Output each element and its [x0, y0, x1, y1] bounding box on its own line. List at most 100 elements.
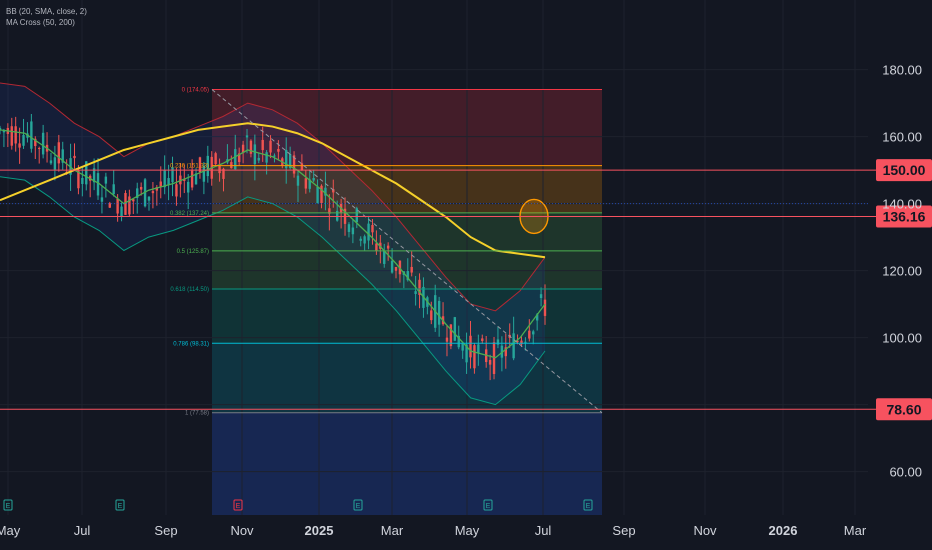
- candle-body: [300, 163, 304, 171]
- price-series: [0, 82, 547, 406]
- candle-body: [496, 339, 500, 345]
- time-axis: E E E E E E May Jul Sep Nov 2025 Mar May Jul Sep Nov 202…: [0, 499, 867, 538]
- candle-body: [175, 184, 178, 197]
- time-tick-label: Nov: [693, 523, 717, 538]
- price-tag: [876, 205, 932, 228]
- fib-level-label: 0 (174.05): [182, 88, 209, 94]
- candle-body: [418, 279, 421, 295]
- candle-body: [218, 165, 221, 174]
- candle-body: [116, 198, 119, 214]
- earnings-marker: [583, 499, 593, 511]
- candle-body: [112, 184, 115, 195]
- candle-body: [194, 173, 198, 185]
- candle-body: [535, 314, 539, 321]
- bollinger-upper: [0, 82, 546, 312]
- candle-body: [481, 338, 484, 341]
- candle-body: [38, 147, 41, 149]
- fib-trendline: [211, 89, 603, 414]
- candle-body: [375, 243, 378, 251]
- time-tick-label: Jul: [74, 523, 91, 538]
- candle-body: [108, 203, 111, 208]
- earnings-marker: [115, 499, 125, 511]
- candle-body: [81, 178, 84, 184]
- fib-level-label: 1 (77.58): [185, 411, 209, 417]
- fib-zone: [212, 250, 602, 290]
- indicator-legend-bb[interactable]: BB (20, SMA, close, 2): [6, 7, 87, 16]
- candle-body: [520, 340, 523, 345]
- price-tag-label: 150.00: [883, 162, 926, 178]
- candle-body: [30, 121, 33, 149]
- candle-body: [202, 165, 206, 182]
- time-tick-label: Mar: [381, 523, 404, 538]
- candle-body: [383, 250, 386, 264]
- candle-body: [477, 344, 480, 353]
- fib-level-label: 0.618 (114.50): [170, 287, 209, 293]
- ma200-line: [0, 122, 546, 259]
- candle-body: [245, 135, 249, 138]
- candle-body: [241, 144, 245, 153]
- candle-body: [543, 299, 547, 316]
- candle-body: [49, 160, 53, 164]
- time-tick-label: 2025: [305, 523, 334, 538]
- candle-body: [367, 223, 370, 241]
- time-tick-label: 2026: [769, 523, 798, 538]
- candle-body: [430, 310, 433, 321]
- candle-body: [85, 161, 88, 185]
- candle-body: [351, 227, 355, 235]
- indicator-legend-ma-cross[interactable]: MA Cross (50, 200): [6, 18, 75, 27]
- candle-body: [285, 149, 288, 169]
- candle-body: [312, 178, 315, 181]
- candle-body: [249, 140, 253, 154]
- candle-body: [390, 260, 394, 273]
- candle-body: [2, 130, 6, 133]
- candle-body: [128, 196, 131, 215]
- candle-body: [253, 144, 257, 165]
- candle-body: [257, 157, 260, 161]
- fib-level-label: 0.786 (98.31): [173, 341, 209, 347]
- price-axis: 60.00 100.00 120.00 140.00 160.00 180.00: [882, 63, 922, 480]
- candle-body: [359, 238, 362, 241]
- candle-body: [183, 179, 186, 181]
- candle-body: [92, 168, 96, 183]
- candle-body: [335, 210, 339, 221]
- candle-body: [453, 317, 457, 341]
- time-tick-label: Nov: [230, 523, 254, 538]
- candle-body: [269, 140, 272, 153]
- candle-body: [222, 168, 225, 179]
- candle-body: [10, 126, 13, 146]
- price-tick-label: 100.00: [882, 331, 922, 346]
- candle-body: [57, 142, 61, 164]
- grid: [0, 0, 868, 515]
- candle-body: [206, 155, 210, 177]
- fib-level-label: 0.5 (125.87): [177, 249, 209, 255]
- ma50-line: [0, 129, 546, 359]
- price-tag: [876, 159, 932, 182]
- candle-body: [277, 148, 280, 152]
- price-tag: [876, 398, 932, 421]
- candle-body: [332, 189, 335, 193]
- earnings-marker-label: E: [118, 503, 123, 510]
- price-tag-label: 136.16: [883, 208, 926, 224]
- earnings-marker-label: E: [586, 503, 591, 510]
- time-tick-label: May: [0, 523, 21, 538]
- candle-body: [457, 335, 460, 348]
- candle-body: [386, 245, 390, 249]
- candle-body: [528, 330, 531, 339]
- candle-body: [324, 187, 327, 196]
- candle-body: [355, 208, 358, 223]
- price-tick-label: 180.00: [882, 63, 922, 78]
- candle-body: [159, 181, 162, 187]
- candle-body: [445, 337, 449, 342]
- time-tick-label: Mar: [844, 523, 867, 538]
- earnings-marker-label: E: [6, 503, 11, 510]
- candle-body: [147, 196, 151, 201]
- candle-body: [414, 291, 417, 294]
- candle-body: [304, 178, 308, 189]
- candle-body: [347, 224, 351, 232]
- candle-body: [406, 271, 409, 281]
- fib-zone: [212, 165, 602, 213]
- candle-body: [320, 185, 323, 204]
- candle-body: [14, 126, 17, 144]
- candle-body: [171, 167, 174, 183]
